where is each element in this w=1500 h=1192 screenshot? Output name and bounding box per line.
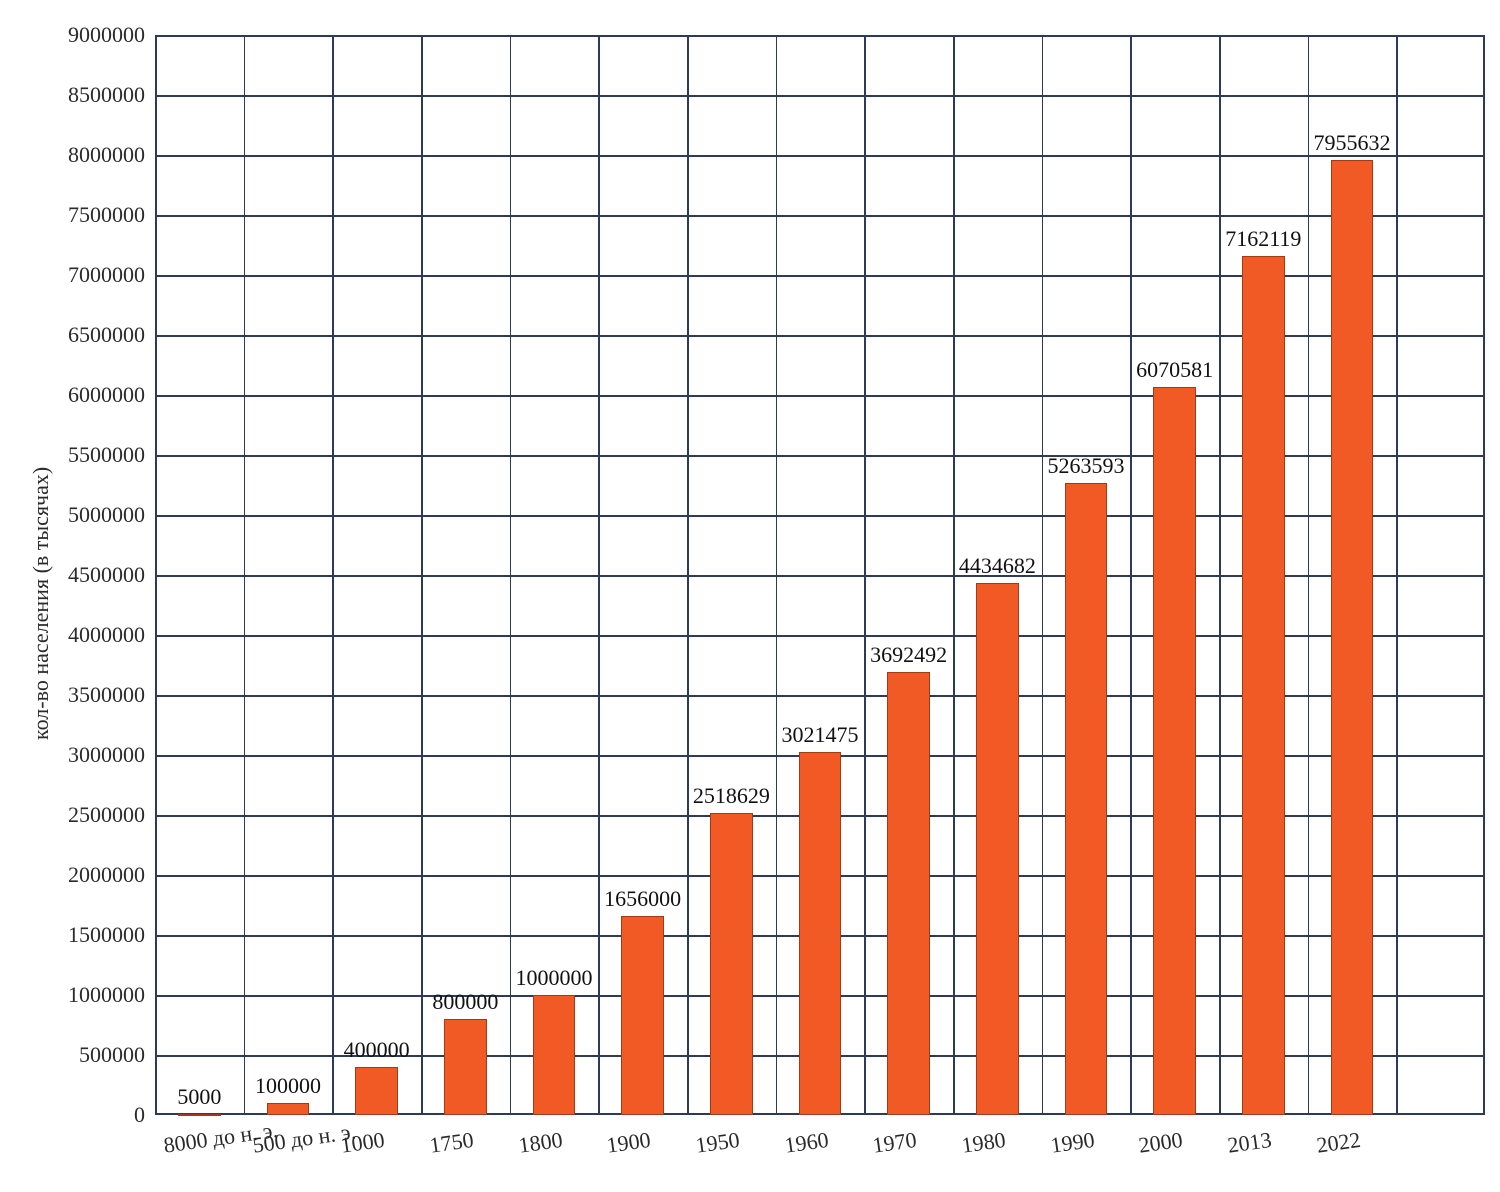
y-tick-label: 500000: [79, 1042, 145, 1068]
gridline-horizontal: [155, 515, 1485, 517]
x-tick-label: 1000: [339, 1127, 386, 1159]
gridline-horizontal: [155, 275, 1485, 277]
bar: [1331, 160, 1374, 1115]
y-tick-label: 8000000: [68, 142, 145, 168]
gridline-horizontal: [155, 575, 1485, 577]
y-tick-label: 4500000: [68, 562, 145, 588]
y-tick-label: 5500000: [68, 442, 145, 468]
y-tick-label: 2500000: [68, 802, 145, 828]
bar-value-label: 400000: [344, 1037, 410, 1063]
bar-value-label: 800000: [432, 989, 498, 1015]
x-tick-label: 2022: [1315, 1127, 1362, 1159]
bar-value-label: 3021475: [782, 722, 859, 748]
x-tick-label: 2000: [1137, 1127, 1184, 1159]
gridline-vertical: [421, 35, 423, 1115]
bar: [267, 1103, 310, 1115]
x-tick-label: 1800: [517, 1127, 564, 1159]
bar-value-label: 1656000: [604, 886, 681, 912]
bar: [1242, 256, 1285, 1115]
bar-value-label: 5000: [177, 1084, 221, 1110]
bar: [976, 583, 1019, 1115]
gridline-vertical: [332, 35, 334, 1115]
x-tick-label: 1980: [960, 1127, 1007, 1159]
bar-value-label: 2518629: [693, 783, 770, 809]
gridline-horizontal: [155, 395, 1485, 397]
y-tick-label: 3500000: [68, 682, 145, 708]
gridline-vertical: [244, 35, 246, 1115]
x-tick-label: 1960: [783, 1127, 830, 1159]
x-tick-label: 1750: [428, 1127, 475, 1159]
y-axis-label: кол-во населения (в тысячах): [28, 467, 54, 740]
y-tick-label: 5000000: [68, 502, 145, 528]
gridline-horizontal: [155, 335, 1485, 337]
bar: [533, 995, 576, 1115]
gridline-vertical: [510, 35, 512, 1115]
gridline-vertical: [1308, 35, 1310, 1115]
bar-value-label: 5263593: [1048, 453, 1125, 479]
x-tick-label: 2013: [1226, 1127, 1273, 1159]
gridline-vertical: [1130, 35, 1132, 1115]
gridline-vertical: [1219, 35, 1221, 1115]
bar: [621, 916, 664, 1115]
gridline-vertical: [598, 35, 600, 1115]
bar-value-label: 7162119: [1225, 226, 1301, 252]
x-tick-label: 1950: [694, 1127, 741, 1159]
gridline-horizontal: [155, 635, 1485, 637]
bar-value-label: 100000: [255, 1073, 321, 1099]
y-tick-label: 1500000: [68, 922, 145, 948]
bar-value-label: 1000000: [516, 965, 593, 991]
y-tick-label: 3000000: [68, 742, 145, 768]
gridline-vertical: [953, 35, 955, 1115]
gridline-horizontal: [155, 95, 1485, 97]
gridline-horizontal: [155, 455, 1485, 457]
bar-value-label: 4434682: [959, 553, 1036, 579]
bar-value-label: 7955632: [1314, 130, 1391, 156]
bar: [710, 813, 753, 1115]
y-tick-label: 7000000: [68, 262, 145, 288]
y-tick-label: 2000000: [68, 862, 145, 888]
bar: [1153, 387, 1196, 1115]
bar: [1065, 483, 1108, 1115]
x-tick-label: 1970: [871, 1127, 918, 1159]
y-tick-label: 9000000: [68, 22, 145, 48]
gridline-vertical: [1396, 35, 1398, 1115]
y-tick-label: 1000000: [68, 982, 145, 1008]
gridline-horizontal: [155, 215, 1485, 217]
gridline-horizontal: [155, 155, 1485, 157]
bar: [887, 672, 930, 1115]
bar: [799, 752, 842, 1115]
bar: [444, 1019, 487, 1115]
bar-value-label: 6070581: [1136, 357, 1213, 383]
gridline-vertical: [864, 35, 866, 1115]
gridline-vertical: [1042, 35, 1044, 1115]
bar-value-label: 3692492: [870, 642, 947, 668]
y-tick-label: 8500000: [68, 82, 145, 108]
y-tick-label: 6000000: [68, 382, 145, 408]
y-tick-label: 6500000: [68, 322, 145, 348]
y-tick-label: 4000000: [68, 622, 145, 648]
bar: [355, 1067, 398, 1115]
x-tick-label: 1990: [1049, 1127, 1096, 1159]
x-tick-label: 1900: [605, 1127, 652, 1159]
gridline-vertical: [687, 35, 689, 1115]
y-tick-label: 7500000: [68, 202, 145, 228]
population-bar-chart: кол-во населения (в тысячах) 0 500000 1000…: [0, 0, 1500, 1192]
gridline-horizontal: [155, 695, 1485, 697]
bar: [178, 1114, 221, 1116]
y-tick-label: 0: [134, 1102, 145, 1128]
gridline-vertical: [776, 35, 778, 1115]
